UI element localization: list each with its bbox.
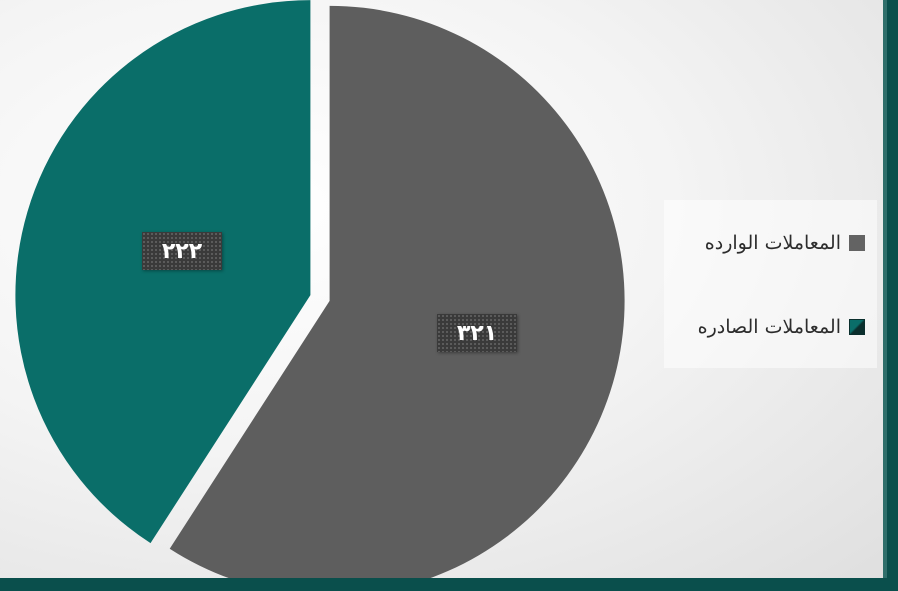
pie-slice-outgoing <box>15 0 311 544</box>
legend-label-outgoing: المعاملات الصادره <box>697 316 841 338</box>
data-label-incoming: ٣٢١ <box>437 314 517 352</box>
legend-item-incoming: المعاملات الوارده <box>705 232 865 254</box>
legend-item-outgoing: المعاملات الصادره <box>698 316 865 338</box>
legend-label-incoming: المعاملات الوارده <box>704 232 841 254</box>
data-label-outgoing: ٢٢٢ <box>142 232 222 270</box>
bottom-frame-border <box>0 578 898 591</box>
pie-slice-incoming <box>169 5 625 591</box>
legend-swatch-outgoing <box>849 319 865 335</box>
right-frame-border-highlight <box>883 0 887 591</box>
legend-swatch-incoming <box>849 235 865 251</box>
chart-legend: المعاملات الوارده المعاملات الصادره <box>664 200 877 368</box>
